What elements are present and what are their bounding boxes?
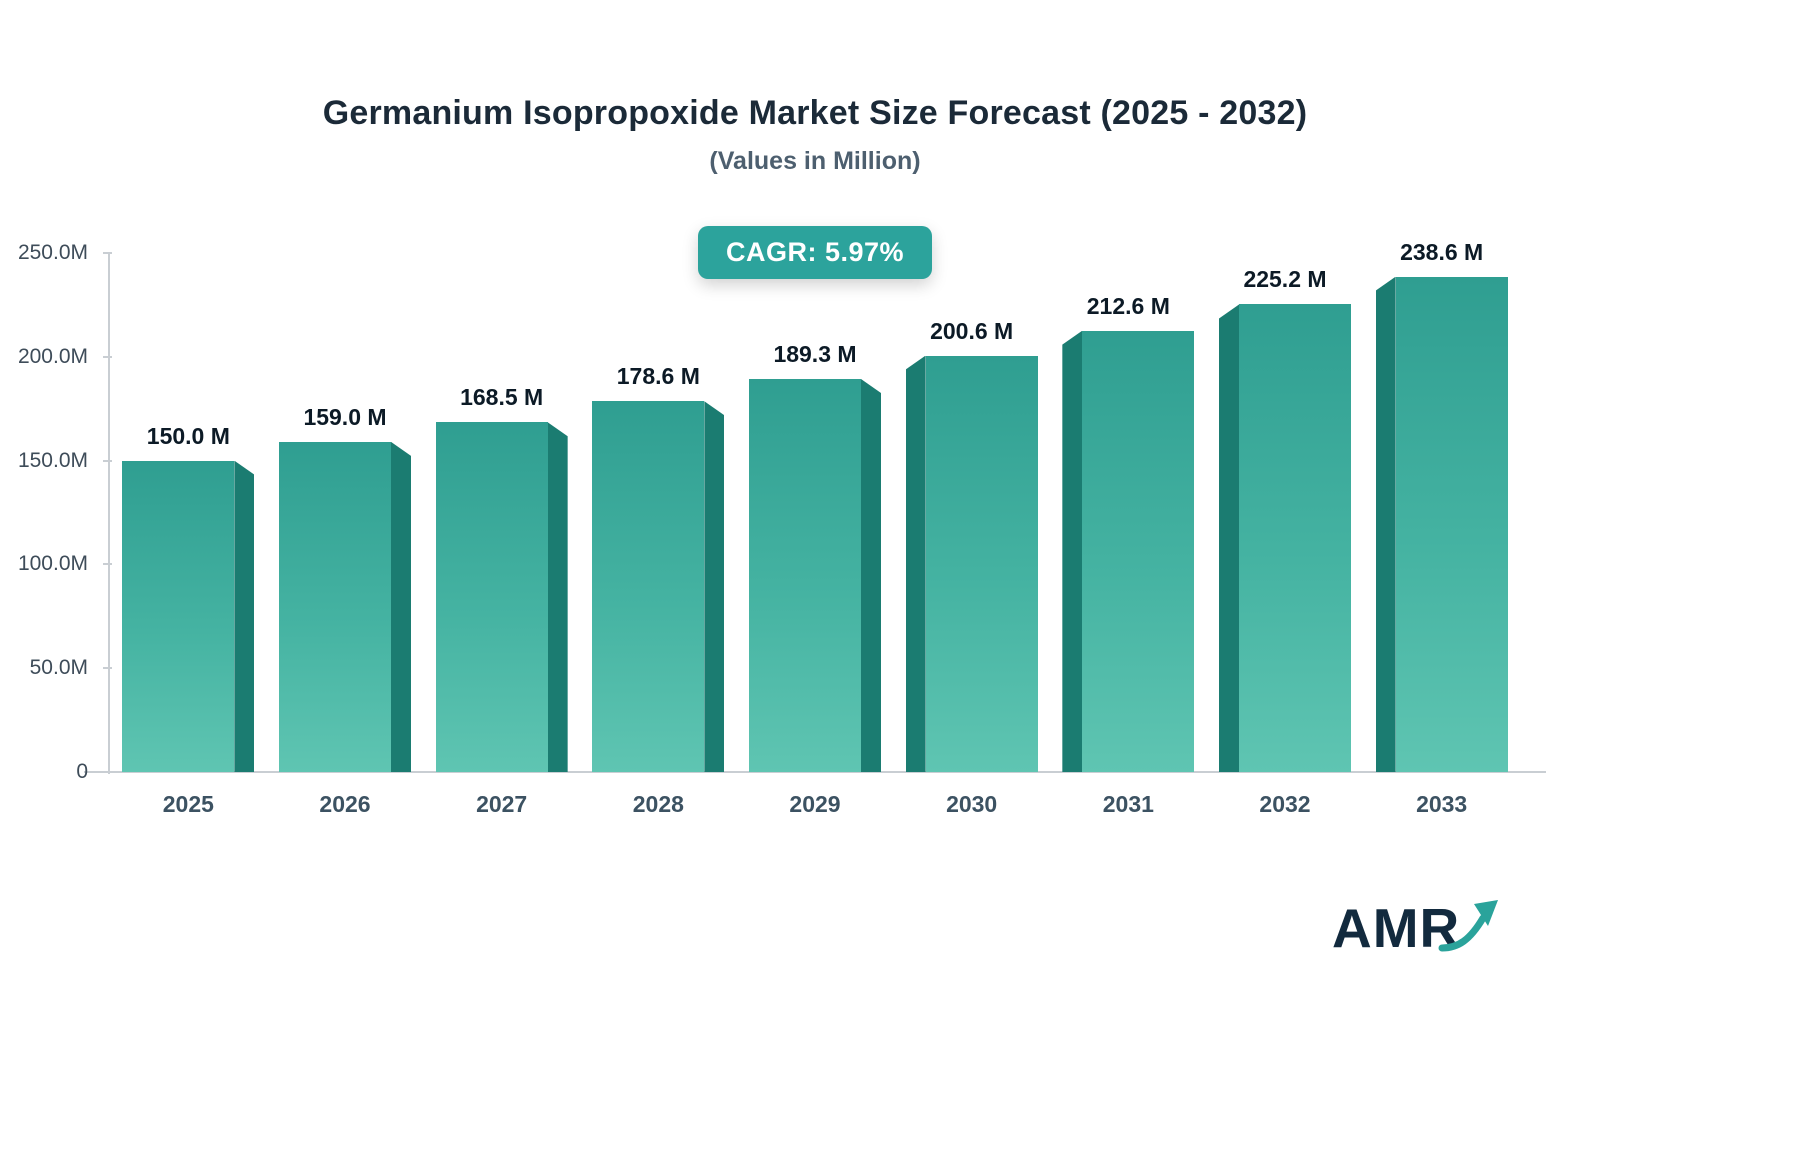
bar-2025 <box>122 460 255 772</box>
bar-front-face <box>1082 330 1195 772</box>
bar-front-face <box>1395 276 1508 772</box>
y-axis: 250.0M 200.0M 150.0M 100.0M 50.0M 0 <box>0 241 112 783</box>
x-axis-label-2027: 2027 <box>476 791 528 817</box>
y-axis-tick-mark <box>103 563 112 566</box>
bar-side-face <box>905 355 926 772</box>
bar-2029 <box>749 379 881 772</box>
x-axis: 2025 2026 2027 2028 2029 2030 2031 2032 2033 <box>110 791 1520 831</box>
bar-side-face <box>1375 276 1396 772</box>
chart-title: Germanium Isopropoxide Market Size Forec… <box>322 94 1308 132</box>
bar-2027 <box>435 422 568 772</box>
bar-side-face <box>547 422 568 772</box>
bar-value-label: 178.6 M <box>616 363 700 390</box>
bar-value-label: 212.6 M <box>1086 292 1170 319</box>
bar-2026 <box>279 441 411 772</box>
y-axis-line <box>108 253 110 774</box>
bar-value-label: 168.5 M <box>460 384 544 411</box>
bar-2032 <box>1219 304 1351 772</box>
x-axis-label-2030: 2030 <box>946 791 998 817</box>
x-axis-line <box>84 771 1546 773</box>
cagr-badge: CAGR: 5.97% <box>697 226 933 279</box>
bar-front-face <box>1239 304 1351 772</box>
bar-side-face <box>391 441 411 772</box>
chart-subtitle: (Values in Million) <box>709 147 921 175</box>
bar-side-face <box>234 460 255 772</box>
bar-side-face <box>861 379 881 772</box>
bar-front-face <box>749 379 861 772</box>
x-axis-label-2033: 2033 <box>1416 791 1468 817</box>
y-axis-tick-mark <box>103 771 112 773</box>
x-axis-label-2029: 2029 <box>789 791 841 817</box>
y-axis-tick-mark <box>103 355 112 358</box>
cagr-badge-wrap: CAGR: 5.97% <box>110 226 1520 279</box>
bar-value-label: 159.0 M <box>303 403 387 430</box>
amr-logo-arrow-icon <box>1438 900 1498 952</box>
x-axis-label-2026: 2026 <box>319 791 371 817</box>
x-axis-label-2028: 2028 <box>632 791 684 817</box>
y-axis-tick-mark <box>103 667 112 670</box>
bar-2031 <box>1062 330 1195 772</box>
bar-front-face <box>592 401 705 772</box>
bar-2028 <box>592 401 725 772</box>
bar-value-label: 189.3 M <box>773 341 857 367</box>
bar-front-face <box>435 422 548 772</box>
y-axis-tick-label: 200.0M <box>17 344 88 368</box>
amr-logo: AMR <box>1332 896 1562 980</box>
x-axis-label-2031: 2031 <box>1102 791 1154 817</box>
y-axis-tick-label: 0 <box>76 760 88 783</box>
x-axis-label-2032: 2032 <box>1259 791 1311 817</box>
bar-value-label: 150.0 M <box>146 422 230 449</box>
bar-value-label: 238.6 M <box>1400 238 1484 265</box>
bar-front-face <box>279 441 391 772</box>
bar-value-label: 225.2 M <box>1243 266 1327 293</box>
bar-side-face <box>1062 330 1083 772</box>
y-axis-tick-label: 150.0M <box>17 448 88 472</box>
y-axis-tick-label: 250.0M <box>17 241 88 264</box>
bars-layer: 150.0 M 159.0 M 168.5 M 178.6 M 189.3 M 200.6… <box>110 239 1520 772</box>
x-axis-label-2025: 2025 <box>162 791 214 817</box>
bar-value-label: 200.6 M <box>930 317 1014 344</box>
y-axis-tick-label: 100.0M <box>17 552 88 576</box>
bar-side-face <box>1219 304 1239 772</box>
bar-2030 <box>905 355 1038 772</box>
plot-area: 250.0M 200.0M 150.0M 100.0M 50.0M 0 150.0 M 15… <box>18 239 1546 817</box>
y-axis-tick-mark <box>103 459 112 462</box>
amr-logo-text: AMR <box>1332 897 1461 959</box>
bar-front-face <box>122 460 235 772</box>
bar-front-face <box>925 355 1038 772</box>
y-axis-tick-label: 50.0M <box>29 656 88 680</box>
bar-2033 <box>1375 276 1508 772</box>
y-axis-tick-mark <box>103 252 112 254</box>
bar-side-face <box>704 401 725 772</box>
